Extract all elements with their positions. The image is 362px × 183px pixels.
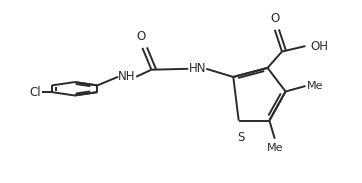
Text: O: O bbox=[270, 12, 279, 25]
Text: OH: OH bbox=[311, 40, 329, 53]
Text: O: O bbox=[136, 30, 146, 43]
Text: NH: NH bbox=[118, 70, 136, 83]
Text: Me: Me bbox=[266, 143, 283, 153]
Text: S: S bbox=[237, 131, 244, 144]
Text: HN: HN bbox=[189, 62, 206, 75]
Text: Me: Me bbox=[307, 81, 324, 91]
Text: Cl: Cl bbox=[29, 86, 41, 99]
